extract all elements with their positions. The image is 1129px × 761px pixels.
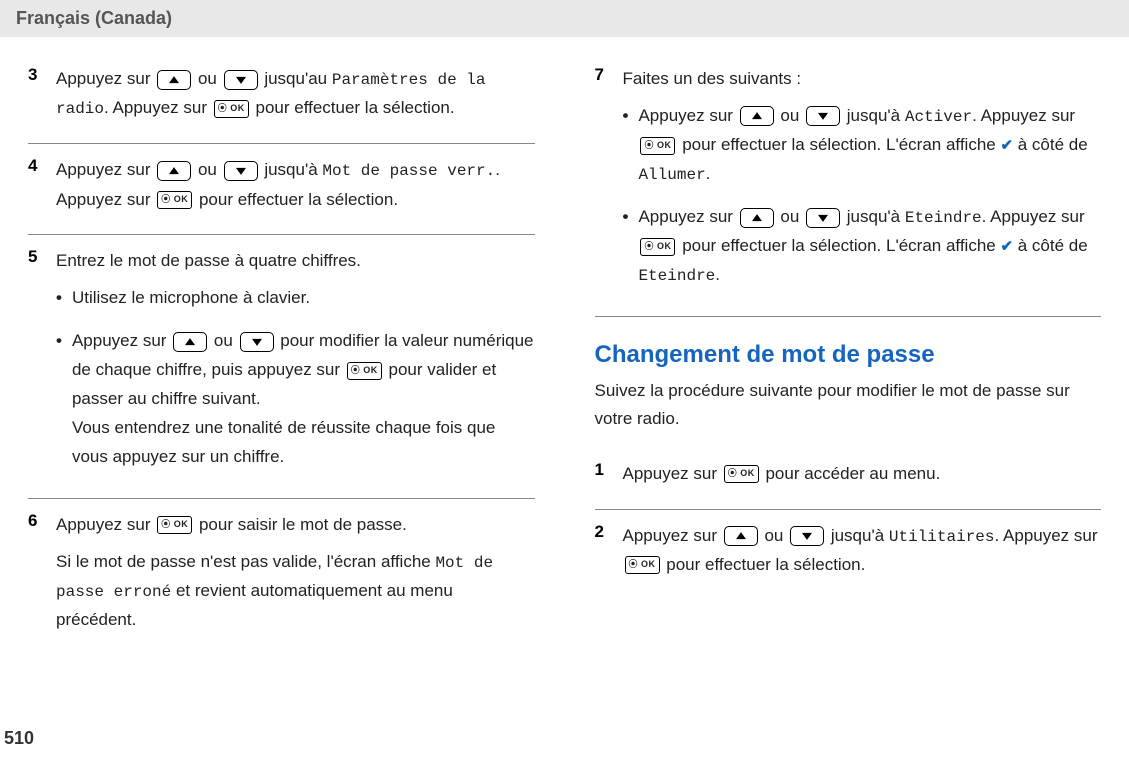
ok-button-icon: ⦿ OK (157, 191, 192, 209)
list-item: •Appuyez sur ou jusqu'à Activer. Appuyez… (623, 102, 1102, 189)
step-number: 4 (28, 156, 44, 222)
bullet-list: •Appuyez sur ou jusqu'à Activer. Appuyez… (623, 102, 1102, 291)
list-item: •Appuyez sur ou pour modifier la valeur … (56, 327, 535, 471)
step-number: 7 (595, 65, 611, 304)
step: 5 Entrez le mot de passe à quatre chiffre… (28, 235, 535, 498)
step: 3Appuyez sur ou jusqu'au Paramètres de l… (28, 53, 535, 144)
step: 7 Faites un des suivants : •Appuyez sur ou… (595, 53, 1102, 317)
step-body: Faites un des suivants : •Appuyez sur ou … (623, 65, 1102, 304)
mono-text: Mot de passe verr. (322, 162, 495, 180)
ok-button-icon: ⦿ OK (625, 556, 660, 574)
step-text: Appuyez sur ou jusqu'à Utilitaires. Appu… (623, 522, 1102, 580)
step-number: 6 (28, 511, 44, 643)
up-arrow-icon (740, 208, 774, 228)
bullet-text: Utilisez le microphone à clavier. (72, 284, 535, 313)
list-item: • Utilisez le microphone à clavier. (56, 284, 535, 313)
step: 2Appuyez sur ou jusqu'à Utilitaires. App… (595, 510, 1102, 600)
list-item: •Appuyez sur ou jusqu'à Eteindre. Appuye… (623, 203, 1102, 290)
mono-text: Allumer (638, 166, 705, 184)
mono-text: Paramètres de la radio (56, 71, 485, 118)
ok-button-icon: ⦿ OK (640, 137, 675, 155)
page-number: 510 (4, 728, 34, 749)
up-arrow-icon (740, 106, 774, 126)
section-intro: Suivez la procédure suivante pour modifi… (595, 377, 1102, 431)
mono-text: Activer (905, 108, 972, 126)
up-arrow-icon (157, 161, 191, 181)
down-arrow-icon (240, 332, 274, 352)
step-body: Appuyez sur ou jusqu'au Paramètres de la… (56, 65, 535, 131)
language-text: Français (Canada) (16, 8, 172, 28)
step-after: Si le mot de passe n'est pas valide, l'é… (56, 548, 535, 635)
left-column: 3Appuyez sur ou jusqu'au Paramètres de l… (28, 53, 535, 655)
step-intro: Faites un des suivants : (623, 65, 1102, 94)
step-number: 3 (28, 65, 44, 131)
mono-text: Eteindre (638, 267, 715, 285)
ok-button-icon: ⦿ OK (640, 238, 675, 256)
bullet-text: Appuyez sur ou pour modifier la valeur n… (72, 327, 535, 471)
ok-button-icon: ⦿ OK (347, 362, 382, 380)
step-text: Appuyez sur ou jusqu'à Mot de passe verr… (56, 156, 535, 214)
step-body: Entrez le mot de passe à quatre chiffres… (56, 247, 535, 485)
down-arrow-icon (806, 208, 840, 228)
step: 4Appuyez sur ou jusqu'à Mot de passe ver… (28, 144, 535, 235)
bullet-icon: • (56, 284, 62, 313)
step-text: Appuyez sur ⦿ OK pour saisir le mot de p… (56, 511, 535, 540)
bullet-text: Appuyez sur ou jusqu'à Activer. Appuyez … (638, 102, 1101, 189)
bullet-icon: • (56, 327, 62, 471)
up-arrow-icon (724, 526, 758, 546)
right-column: 7Faites un des suivants :•Appuyez sur ou… (595, 53, 1102, 655)
mono-text: Utilitaires (889, 528, 995, 546)
step-body: Appuyez sur ⦿ OK pour accéder au menu. (623, 460, 1102, 497)
up-arrow-icon (157, 70, 191, 90)
down-arrow-icon (790, 526, 824, 546)
ok-button-icon: ⦿ OK (214, 100, 249, 118)
step: 6 Appuyez sur ⦿ OK pour saisir le mot de … (28, 499, 535, 655)
mono-text: Eteindre (905, 209, 982, 227)
down-arrow-icon (806, 106, 840, 126)
step-number: 1 (595, 460, 611, 497)
content-area: 3Appuyez sur ou jusqu'au Paramètres de l… (0, 37, 1129, 671)
mono-text: Mot de passe erroné (56, 554, 493, 601)
step-body: Appuyez sur ⦿ OK pour saisir le mot de p… (56, 511, 535, 643)
step-number: 5 (28, 247, 44, 485)
bullet-text: Appuyez sur ou jusqu'à Eteindre. Appuyez… (638, 203, 1101, 290)
step-number: 2 (595, 522, 611, 588)
check-icon: ✔ (1000, 133, 1013, 159)
ok-button-icon: ⦿ OK (724, 465, 759, 483)
down-arrow-icon (224, 161, 258, 181)
section-title: Changement de mot de passe (595, 341, 1102, 369)
step: 1 Appuyez sur ⦿ OK pour accéder au menu. (595, 448, 1102, 510)
step-body: Appuyez sur ou jusqu'à Utilitaires. Appu… (623, 522, 1102, 588)
step-intro: Entrez le mot de passe à quatre chiffres… (56, 247, 535, 276)
bullet-list: •Utilisez le microphone à clavier.•Appuy… (56, 284, 535, 471)
up-arrow-icon (173, 332, 207, 352)
language-header: Français (Canada) (0, 0, 1129, 37)
bullet-icon: • (623, 203, 629, 290)
step-text: Appuyez sur ou jusqu'au Paramètres de la… (56, 65, 535, 123)
check-icon: ✔ (1000, 234, 1013, 260)
down-arrow-icon (224, 70, 258, 90)
step-text: Appuyez sur ⦿ OK pour accéder au menu. (623, 460, 1102, 489)
ok-button-icon: ⦿ OK (157, 516, 192, 534)
step-body: Appuyez sur ou jusqu'à Mot de passe verr… (56, 156, 535, 222)
bullet-icon: • (623, 102, 629, 189)
